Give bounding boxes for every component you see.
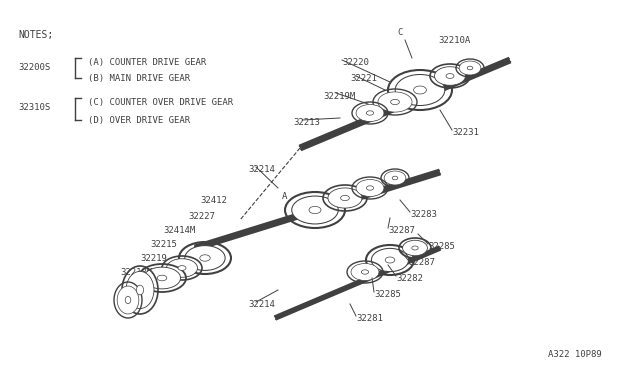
Ellipse shape: [157, 275, 167, 281]
Ellipse shape: [351, 263, 379, 280]
Ellipse shape: [396, 74, 445, 106]
Text: 32220: 32220: [342, 58, 369, 67]
Ellipse shape: [340, 195, 349, 201]
Ellipse shape: [435, 67, 465, 85]
Ellipse shape: [390, 99, 399, 105]
Ellipse shape: [292, 196, 339, 224]
Text: 32414M: 32414M: [163, 226, 195, 235]
Ellipse shape: [384, 171, 406, 185]
Text: 32283: 32283: [410, 210, 437, 219]
Ellipse shape: [143, 267, 180, 289]
Ellipse shape: [309, 206, 321, 214]
Ellipse shape: [413, 86, 426, 94]
Text: A322 10P89: A322 10P89: [548, 350, 602, 359]
Text: 32215: 32215: [150, 240, 177, 249]
Text: 32285: 32285: [428, 242, 455, 251]
Text: 32285: 32285: [374, 290, 401, 299]
Text: 32210A: 32210A: [438, 36, 470, 45]
Text: 32231: 32231: [452, 128, 479, 137]
Ellipse shape: [178, 266, 186, 270]
Text: 32214: 32214: [248, 165, 275, 174]
Ellipse shape: [392, 176, 398, 180]
Text: 32221: 32221: [350, 74, 377, 83]
Text: 32412: 32412: [200, 196, 227, 205]
Ellipse shape: [185, 246, 225, 270]
Text: 32287: 32287: [388, 226, 415, 235]
Text: NOTES;: NOTES;: [18, 30, 53, 40]
Ellipse shape: [328, 188, 362, 208]
Ellipse shape: [200, 255, 210, 261]
Ellipse shape: [362, 270, 369, 274]
Ellipse shape: [126, 272, 154, 309]
Text: C: C: [397, 28, 403, 37]
Ellipse shape: [366, 111, 374, 115]
Ellipse shape: [356, 105, 384, 122]
Text: 32219: 32219: [140, 254, 167, 263]
Text: (D) OVER DRIVE GEAR: (D) OVER DRIVE GEAR: [88, 116, 190, 125]
Ellipse shape: [378, 92, 412, 112]
Text: (B) MAIN DRIVE GEAR: (B) MAIN DRIVE GEAR: [88, 74, 190, 83]
Ellipse shape: [166, 259, 198, 277]
Ellipse shape: [371, 248, 408, 272]
Text: 32281: 32281: [356, 314, 383, 323]
Text: 32219M: 32219M: [323, 92, 355, 101]
Text: 32227: 32227: [188, 212, 215, 221]
Ellipse shape: [366, 186, 374, 190]
Text: 32287: 32287: [408, 258, 435, 267]
Ellipse shape: [136, 285, 143, 295]
Ellipse shape: [117, 286, 139, 314]
Ellipse shape: [446, 74, 454, 78]
Ellipse shape: [356, 179, 384, 196]
Text: 32282: 32282: [396, 274, 423, 283]
Text: 32200S: 32200S: [18, 64, 51, 73]
Text: 32218M: 32218M: [120, 268, 152, 277]
Ellipse shape: [459, 61, 481, 75]
Ellipse shape: [403, 240, 428, 256]
Ellipse shape: [467, 66, 473, 70]
Text: (A) COUNTER DRIVE GEAR: (A) COUNTER DRIVE GEAR: [88, 58, 206, 67]
Ellipse shape: [125, 296, 131, 304]
Text: 32213: 32213: [293, 118, 320, 127]
Ellipse shape: [385, 257, 395, 263]
Text: (C) COUNTER OVER DRIVE GEAR: (C) COUNTER OVER DRIVE GEAR: [88, 98, 233, 107]
Text: A: A: [282, 192, 288, 201]
Text: 32214: 32214: [248, 300, 275, 309]
Text: 32310S: 32310S: [18, 103, 51, 112]
Ellipse shape: [412, 246, 418, 250]
